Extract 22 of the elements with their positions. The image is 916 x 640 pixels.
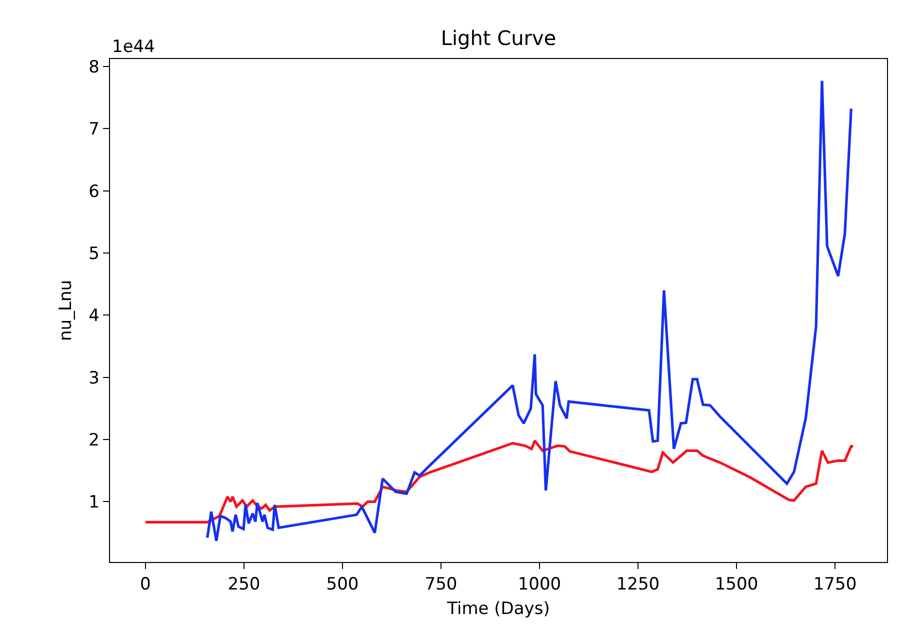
y-tick-label: 6 <box>88 182 100 202</box>
x-axis-title: Time (Days) <box>446 598 550 619</box>
y-tick-label: 3 <box>88 368 100 388</box>
text: 1e44 <box>112 37 155 57</box>
x-tick-label: 500 <box>326 574 359 594</box>
y-tick-label: 7 <box>88 120 100 140</box>
y-tick-label: 1 <box>88 492 100 513</box>
line-series <box>144 439 854 524</box>
line-series <box>206 79 852 542</box>
x-tick-label: 1000 <box>518 574 562 594</box>
y-tick-label: 4 <box>88 306 100 326</box>
x-tick-label: 250 <box>228 574 260 594</box>
x-tick-label: 750 <box>424 574 458 594</box>
x-tick-label: 1750 <box>813 574 857 594</box>
y-axis-title: nu_Lnu <box>56 280 76 342</box>
y-tick-label: 2 <box>88 430 100 450</box>
chart-title: Light Curve <box>440 26 556 50</box>
y-tick-label: 5 <box>88 244 100 264</box>
x-tick-label: 1500 <box>714 574 758 594</box>
x-tick-label: 0 <box>140 574 151 594</box>
x-tick-label: 1250 <box>616 574 660 594</box>
y-tick-label: 8 <box>88 57 100 78</box>
